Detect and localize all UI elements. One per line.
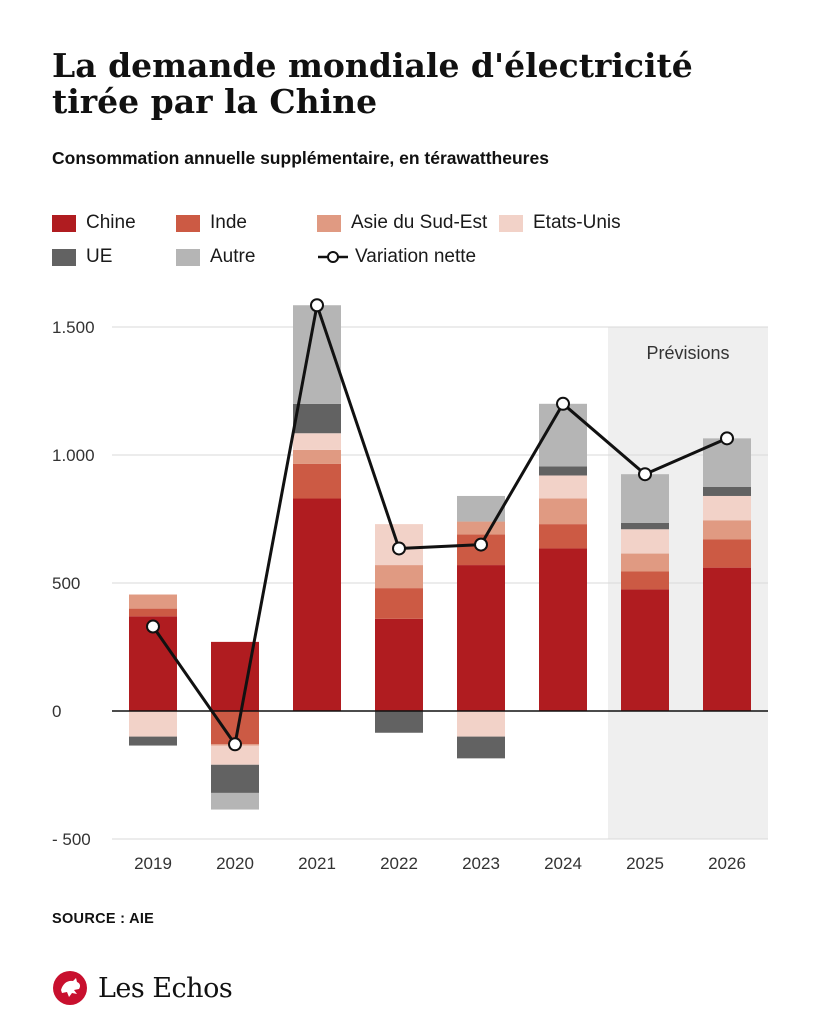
- legend-row-2: UE Autre Variation nette: [52, 240, 772, 274]
- bar-ue-2020: [211, 764, 259, 793]
- bar-chine-2024: [539, 548, 587, 711]
- legend-swatch-asie: [317, 214, 341, 232]
- bar-asie-2022: [375, 565, 423, 589]
- legend-row-1: Chine Inde Asie du Sud-Est Etats-Unis: [52, 206, 772, 240]
- legend-label-variation: Variation nette: [355, 246, 477, 267]
- bar-asie-2026: [703, 520, 751, 540]
- bar-autre-2024: [539, 403, 587, 467]
- bar-inde-2022: [375, 588, 423, 619]
- bar-autre-2025: [621, 474, 669, 523]
- legend-item-etats-unis: Etats-Unis: [499, 212, 621, 234]
- bar-asie-2023: [457, 521, 505, 535]
- legend-item-asie: Asie du Sud-Est: [317, 212, 499, 234]
- x-tick-label-2021: 2021: [298, 854, 336, 873]
- net-variation-point-2021: [310, 298, 324, 313]
- legend-swatch-inde: [176, 214, 200, 232]
- y-tick-label: 1.500: [52, 318, 95, 337]
- bar-inde-2019: [129, 608, 177, 617]
- net-variation-point-2023: [474, 537, 488, 552]
- chart-subtitle: Consommation annuelle supplémentaire, en…: [52, 148, 549, 168]
- bar-chine-2023: [457, 565, 505, 711]
- net-variation-point-2025: [638, 467, 652, 482]
- bar-etats_unis-2026: [703, 495, 751, 521]
- bar-asie-2024: [539, 498, 587, 525]
- chart-title: La demande mondiale d'électricité tirée …: [52, 46, 693, 121]
- bar-etats_unis-2025: [621, 529, 669, 554]
- bar-asie-2021: [293, 449, 341, 464]
- bar-etats_unis-2024: [539, 475, 587, 499]
- y-tick-label: 500: [52, 574, 80, 593]
- rooster-logo-icon: [53, 971, 87, 1005]
- x-tick-label-2024: 2024: [544, 854, 582, 873]
- les-echos-logo: Les Echos: [52, 970, 233, 1006]
- y-tick-label: 1.000: [52, 446, 95, 465]
- bar-etats_unis-2021: [293, 433, 341, 450]
- legend-item-autre: Autre: [176, 246, 317, 268]
- bar-inde-2025: [621, 571, 669, 590]
- bar-chine-2021: [293, 498, 341, 711]
- bar-asie-2025: [621, 553, 669, 572]
- legend-label-asie: Asie du Sud-Est: [351, 212, 488, 233]
- bar-ue-2023: [457, 736, 505, 759]
- net-variation-point-2019: [146, 619, 160, 634]
- bar-ue-2021: [293, 403, 341, 434]
- bar-chine-2022: [375, 618, 423, 711]
- bar-chine-2025: [621, 589, 669, 711]
- source-note: SOURCE : AIE: [52, 911, 155, 927]
- bar-inde-2024: [539, 524, 587, 549]
- x-tick-label-2025: 2025: [626, 854, 664, 873]
- bar-ue-2025: [621, 522, 669, 530]
- bar-inde-2026: [703, 539, 751, 568]
- x-tick-label-2019: 2019: [134, 854, 172, 873]
- legend-label-chine: Chine: [86, 212, 136, 233]
- x-tick-label-2023: 2023: [462, 854, 500, 873]
- brand-name: Les Echos: [98, 972, 233, 1004]
- bar-ue-2019: [129, 736, 177, 746]
- bar-ue-2026: [703, 487, 751, 496]
- legend: Chine Inde Asie du Sud-Est Etats-Unis UE…: [52, 206, 772, 274]
- net-variation-point-2022: [392, 541, 406, 556]
- legend-item-variation: Variation nette: [317, 246, 476, 268]
- bar-inde-2021: [293, 463, 341, 499]
- bar-chine-2026: [703, 567, 751, 711]
- x-tick-label-2020: 2020: [216, 854, 254, 873]
- bar-asie-2019: [129, 594, 177, 609]
- legend-swatch-chine: [52, 214, 76, 232]
- legend-item-ue: UE: [52, 246, 176, 268]
- bar-autre-2020: [211, 792, 259, 810]
- x-tick-label-2026: 2026: [708, 854, 746, 873]
- bar-etats_unis-2019: [129, 711, 177, 737]
- legend-item-inde: Inde: [176, 212, 317, 234]
- legend-label-inde: Inde: [210, 212, 247, 233]
- bar-ue-2024: [539, 466, 587, 476]
- legend-label-etats-unis: Etats-Unis: [533, 212, 621, 233]
- y-tick-label: - 500: [52, 830, 91, 849]
- legend-label-autre: Autre: [210, 246, 256, 267]
- legend-label-ue: UE: [86, 246, 113, 267]
- bar-etats_unis-2023: [457, 711, 505, 737]
- legend-swatch-etats-unis: [499, 214, 523, 232]
- bar-ue-2022: [375, 711, 423, 733]
- forecast-label: Prévisions: [646, 343, 729, 363]
- net-variation-point-2024: [556, 396, 570, 411]
- legend-swatch-ue: [52, 248, 76, 266]
- net-variation-line: [151, 303, 728, 746]
- net-variation-point-2020: [228, 737, 242, 752]
- legend-item-chine: Chine: [52, 212, 176, 234]
- y-tick-label: 0: [52, 702, 61, 721]
- x-tick-label-2022: 2022: [380, 854, 418, 873]
- legend-swatch-autre: [176, 248, 200, 266]
- net-variation-point-2026: [720, 431, 734, 446]
- legend-line-marker: [318, 251, 348, 263]
- bar-etats_unis-2020: [211, 745, 259, 765]
